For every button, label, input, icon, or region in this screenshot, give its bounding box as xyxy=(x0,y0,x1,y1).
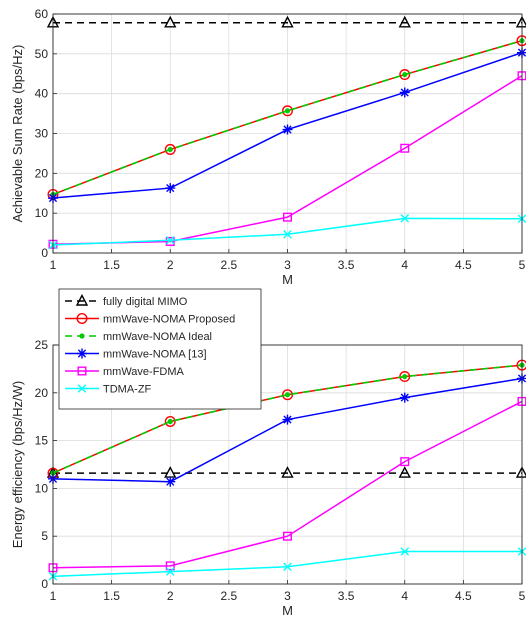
x-axis-label: M xyxy=(282,272,293,287)
data-point xyxy=(282,124,293,135)
legend-marker xyxy=(77,366,87,376)
y-tick-label: 20 xyxy=(35,386,49,400)
x-tick-label: 3 xyxy=(284,258,291,272)
legend-marker xyxy=(75,293,89,306)
legend-label: mmWave-NOMA Ideal xyxy=(103,331,212,343)
data-point xyxy=(402,373,408,380)
y-axis-label: Energy efficiency (bps/Hz/W) xyxy=(10,381,25,548)
x-tick-label: 5 xyxy=(519,258,526,272)
axes-box xyxy=(52,13,523,254)
x-tick-label: 2 xyxy=(167,258,174,272)
x-tick-label: 1 xyxy=(50,258,57,272)
legend-marker xyxy=(77,384,87,393)
x-tick-label: 5 xyxy=(519,589,526,603)
data-point xyxy=(165,567,175,576)
data-point xyxy=(399,69,411,81)
data-point xyxy=(398,466,411,478)
data-point xyxy=(165,236,175,246)
data-point xyxy=(165,561,175,571)
data-point xyxy=(284,108,291,114)
y-tick-label: 10 xyxy=(35,481,49,495)
legend: fully digital MIMO mmWave-NOMA Proposed mm… xyxy=(58,288,262,410)
legend-marker xyxy=(76,313,88,325)
legend-label: mmWave-NOMA Proposed xyxy=(103,314,235,326)
data-point xyxy=(400,214,410,223)
data-point xyxy=(164,143,176,155)
legend-label: mmWave-FDMA xyxy=(103,366,185,378)
x-tick-label: 2 xyxy=(167,589,174,603)
data-point xyxy=(399,392,410,403)
y-tick-label: 50 xyxy=(35,47,49,61)
legend-item: mmWave-NOMA Ideal xyxy=(65,331,212,343)
x-tick-label: 4 xyxy=(401,258,408,272)
series-line-2 xyxy=(52,364,523,474)
y-tick-label: 60 xyxy=(35,7,49,21)
data-point xyxy=(281,466,294,478)
y-tick-label: 30 xyxy=(35,127,49,141)
y-tick-label: 10 xyxy=(35,206,49,220)
data-point xyxy=(164,15,177,28)
data-point xyxy=(402,71,408,78)
data-point xyxy=(400,547,410,556)
data-point xyxy=(165,476,176,487)
legend-item: TDMA-ZF xyxy=(65,384,152,396)
legend-label: mmWave-NOMA [13] xyxy=(103,349,207,361)
data-point xyxy=(399,87,410,98)
y-tick-label: 5 xyxy=(41,529,48,543)
sum-rate-chart: 1 1.5 2 2.5 3 3.5 4 4.5 50102030405060MAchievabl… xyxy=(10,7,526,287)
y-tick-label: 15 xyxy=(35,434,49,448)
x-tick-label: 3.5 xyxy=(338,589,355,603)
data-point xyxy=(284,392,291,398)
data-point xyxy=(165,235,175,245)
energy-efficiency-chart: 1 1.5 2 2.5 3 3.5 4 4.5 5 0 5 10 15 20 25 M Energy effic… xyxy=(10,288,526,618)
series-line-4 xyxy=(52,400,523,569)
x-tick-label: 4.5 xyxy=(455,589,472,603)
data-point xyxy=(400,457,410,467)
x-tick-label: 3 xyxy=(284,589,291,603)
data-point xyxy=(164,415,176,427)
x-tick-label: 1.5 xyxy=(103,589,120,603)
legend-item: mmWave-NOMA Proposed xyxy=(65,313,235,326)
x-tick-label: 4 xyxy=(401,589,408,603)
legend-item: fully digital MIMO xyxy=(65,293,188,308)
data-point xyxy=(283,562,292,572)
y-tick-label: 0 xyxy=(41,577,48,591)
x-tick-label: 2.5 xyxy=(221,589,238,603)
x-tick-label: 2.5 xyxy=(221,258,238,272)
legend-label: fully digital MIMO xyxy=(103,296,188,308)
data-point xyxy=(167,418,173,425)
x-tick-label: 4.5 xyxy=(455,258,472,272)
legend-marker xyxy=(79,333,85,339)
data-point xyxy=(283,212,293,222)
y-tick-label: 25 xyxy=(35,338,49,352)
data-point xyxy=(400,143,410,153)
y-tick-label: 0 xyxy=(41,246,48,260)
data-point xyxy=(167,146,173,153)
legend-label: TDMA-ZF xyxy=(103,384,152,396)
data-point xyxy=(165,183,176,194)
data-point xyxy=(283,229,292,239)
x-tick-label: 3.5 xyxy=(338,258,355,272)
data-point xyxy=(282,105,294,117)
x-tick-label: 1 xyxy=(50,589,57,603)
legend-item: mmWave-NOMA [13] xyxy=(65,348,207,361)
series-line-2 xyxy=(52,39,523,196)
x-axis-label: M xyxy=(282,603,293,618)
data-point xyxy=(282,414,293,425)
y-tick-label: 40 xyxy=(35,87,49,101)
data-point xyxy=(517,47,526,58)
data-point xyxy=(517,373,526,384)
axes-box xyxy=(52,344,523,585)
data-point xyxy=(281,15,294,28)
x-tick-label: 1.5 xyxy=(103,258,120,272)
data-point xyxy=(283,531,293,541)
legend-item: mmWave-FDMA xyxy=(65,366,185,378)
y-axis-label: Achievable Sum Rate (bps/Hz) xyxy=(10,45,25,223)
y-tick-label: 20 xyxy=(35,166,49,180)
legend-marker xyxy=(77,348,87,359)
data-point xyxy=(398,15,411,28)
